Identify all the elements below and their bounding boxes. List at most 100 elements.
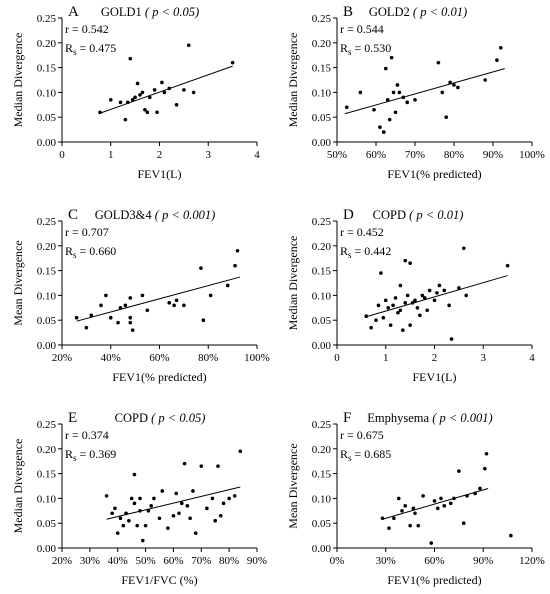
- data-point: [372, 107, 376, 112]
- data-point: [413, 511, 417, 516]
- stat-rs: Rs = 0.442: [340, 244, 391, 260]
- y-axis-label: Median Divergence: [11, 439, 25, 534]
- data-point: [410, 301, 415, 305]
- y-axis-label: Mean Divergence: [11, 240, 25, 325]
- data-point: [449, 337, 454, 341]
- data-point: [167, 86, 172, 91]
- trend-line: [382, 487, 489, 520]
- data-point: [115, 531, 120, 535]
- y-tick-label: 0.05: [312, 518, 332, 530]
- data-point: [208, 293, 213, 298]
- stat-rs-sub: s: [348, 453, 352, 463]
- x-axis-label: FEV1(L): [138, 167, 182, 181]
- data-point: [185, 504, 190, 508]
- data-point: [378, 125, 382, 129]
- data-point: [230, 60, 235, 65]
- x-tick-label: 80%: [219, 555, 239, 567]
- data-point: [452, 496, 456, 501]
- data-point: [382, 130, 386, 134]
- data-point: [186, 43, 191, 48]
- data-point: [387, 117, 392, 122]
- y-tick-label: 0.25: [312, 13, 332, 25]
- data-point: [421, 494, 425, 498]
- data-point: [411, 506, 416, 511]
- x-tick-label: 4: [529, 352, 535, 364]
- data-point: [379, 271, 383, 275]
- data-point: [104, 494, 109, 498]
- data-point: [210, 496, 215, 501]
- data-point: [98, 110, 102, 115]
- x-tick-label: 100%: [519, 149, 545, 161]
- trend-line: [366, 275, 508, 318]
- stat-rs: Rs = 0.369: [65, 447, 116, 463]
- x-tick-label: 2: [157, 149, 163, 161]
- data-point: [201, 318, 206, 323]
- x-tick-label: 120%: [519, 555, 545, 567]
- y-tick-label: 0.15: [312, 469, 332, 481]
- y-tick-label: 0.00: [37, 137, 57, 149]
- data-point: [401, 328, 405, 332]
- y-tick-label: 0.10: [312, 87, 332, 99]
- data-point: [135, 523, 140, 528]
- data-point: [461, 521, 466, 525]
- data-point: [464, 293, 468, 298]
- data-point: [104, 293, 108, 298]
- data-point: [118, 100, 123, 105]
- data-point: [149, 504, 153, 508]
- panel-title: COPD ( p < 0.05): [115, 411, 206, 425]
- data-point: [483, 78, 488, 82]
- data-point: [123, 303, 128, 308]
- stat-rs-prefix: R: [65, 244, 73, 258]
- y-tick-label: 0.10: [37, 290, 57, 302]
- data-point: [182, 88, 186, 92]
- data-point: [130, 328, 135, 332]
- trend-line: [344, 68, 505, 115]
- panel-p-value: ( p < 0.05): [151, 411, 205, 425]
- panel-title: COPD ( p < 0.01): [373, 208, 464, 222]
- stat-rs-prefix: R: [65, 447, 73, 461]
- data-point: [135, 81, 140, 86]
- x-tick-label: 0%: [330, 555, 345, 567]
- y-axis-label: Median Divergence: [286, 33, 300, 128]
- y-tick-label: 0.25: [312, 216, 332, 228]
- data-point: [118, 306, 123, 310]
- data-point: [123, 117, 128, 122]
- data-point: [166, 526, 170, 530]
- data-point: [452, 83, 456, 87]
- data-point: [174, 491, 179, 496]
- y-tick-label: 0.00: [37, 543, 57, 555]
- data-point: [456, 85, 460, 90]
- trend-line: [98, 65, 233, 115]
- stat-r: r = 0.452: [340, 225, 384, 239]
- data-point: [499, 45, 503, 50]
- x-tick-label: 1: [383, 352, 389, 364]
- panel-p-value: ( p < 0.001): [155, 208, 216, 222]
- y-tick-label: 0.25: [312, 419, 332, 431]
- data-point: [403, 504, 408, 508]
- data-point: [398, 283, 403, 288]
- data-point: [405, 100, 410, 105]
- x-tick-label: 50%: [135, 555, 155, 567]
- x-axis-label: FEV1(% predicted): [387, 573, 481, 587]
- panel-title-text: COPD: [115, 411, 151, 425]
- data-point: [344, 105, 349, 110]
- data-point: [116, 320, 120, 325]
- stat-rs: Rs = 0.530: [340, 41, 391, 57]
- data-point: [391, 303, 395, 308]
- y-tick-label: 0.05: [312, 112, 332, 124]
- data-point: [128, 296, 133, 300]
- data-point: [138, 509, 142, 513]
- panel-title-text: GOLD3&4: [95, 208, 155, 222]
- data-point: [385, 98, 390, 102]
- x-tick-label: 70%: [191, 555, 211, 567]
- data-point: [437, 283, 442, 288]
- stat-rs: Rs = 0.475: [65, 41, 116, 57]
- stat-rs: Rs = 0.660: [65, 244, 116, 260]
- stat-rs-prefix: R: [65, 41, 73, 55]
- stat-rs-sub: s: [73, 250, 77, 260]
- data-point: [191, 489, 195, 493]
- y-tick-label: 0.25: [37, 13, 57, 25]
- data-point: [408, 323, 412, 327]
- data-point: [232, 494, 237, 498]
- data-point: [233, 263, 237, 268]
